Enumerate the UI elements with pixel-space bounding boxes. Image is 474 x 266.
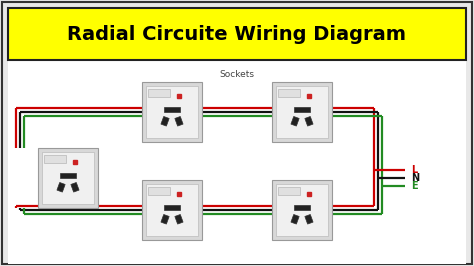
Bar [161,117,169,126]
FancyBboxPatch shape [272,82,332,142]
Bar [291,214,299,224]
Bar [44,155,66,163]
Text: Sockets: Sockets [219,70,255,79]
Bar [276,184,328,236]
Bar [71,182,79,192]
Bar [175,214,183,224]
Text: L: L [411,165,417,175]
Bar [8,8,466,60]
Bar [148,89,170,97]
Bar [61,173,75,178]
Bar [164,107,180,112]
FancyBboxPatch shape [38,148,98,208]
FancyBboxPatch shape [142,180,202,240]
Bar [146,86,198,138]
Bar [146,184,198,236]
Bar [294,205,310,210]
Bar [164,205,180,210]
Bar [161,214,169,224]
Bar [175,117,183,126]
Bar [291,117,299,126]
Bar [305,214,313,224]
FancyBboxPatch shape [142,82,202,142]
Bar [278,89,300,97]
Bar [148,187,170,195]
Text: Radial Circuite Wiring Diagram: Radial Circuite Wiring Diagram [67,24,407,44]
FancyBboxPatch shape [272,180,332,240]
Bar [276,86,328,138]
Bar [294,107,310,112]
Bar [278,187,300,195]
Bar [305,117,313,126]
Bar [42,152,94,204]
Text: E: E [411,181,418,191]
Text: N: N [411,173,419,183]
Bar [57,182,65,192]
